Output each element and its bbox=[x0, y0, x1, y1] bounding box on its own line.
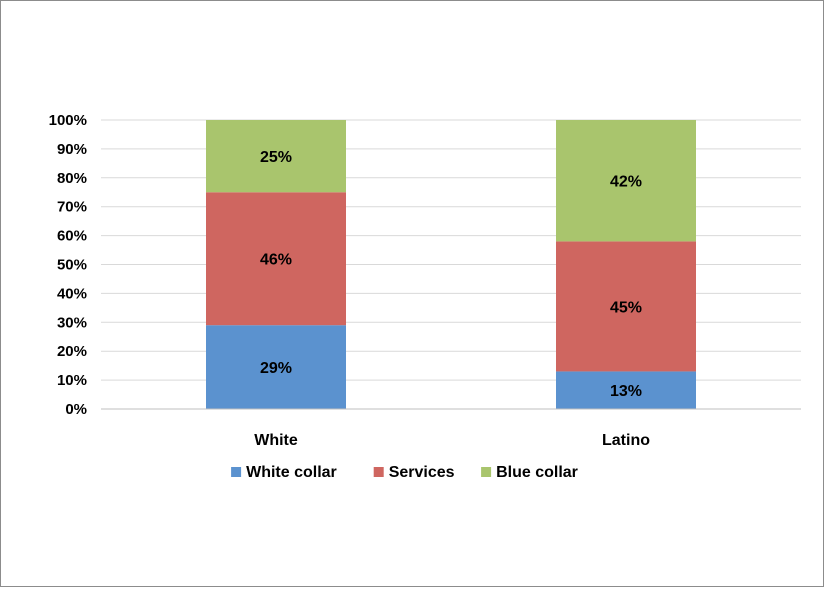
y-tick-label: 70% bbox=[57, 199, 87, 216]
y-tick-label: 60% bbox=[57, 228, 87, 245]
x-axis: White Latino bbox=[101, 408, 801, 449]
bar-segment bbox=[556, 241, 696, 372]
legend-swatch bbox=[231, 467, 242, 477]
legend: White collar Services Blue collar bbox=[231, 464, 578, 481]
x-category-label: White bbox=[254, 432, 298, 449]
bar-segment bbox=[206, 120, 346, 193]
data-label: 42% bbox=[610, 174, 642, 191]
y-axis: 0% 10% 20% 30% 40% 50% 60% 70% 80% 90% 100% bbox=[49, 112, 87, 418]
bar-segment bbox=[206, 192, 346, 326]
y-tick-label: 90% bbox=[57, 141, 87, 158]
y-tick-label: 10% bbox=[57, 372, 87, 389]
y-tick-label: 40% bbox=[57, 285, 87, 302]
legend-swatch bbox=[373, 467, 384, 477]
y-tick-label: 20% bbox=[57, 343, 87, 360]
y-tick-label: 100% bbox=[49, 112, 87, 129]
data-label: 45% bbox=[610, 299, 642, 316]
legend-label: Services bbox=[389, 464, 455, 481]
data-label: 13% bbox=[610, 383, 642, 400]
bar-segment bbox=[556, 120, 696, 242]
legend-label: White collar bbox=[246, 464, 337, 481]
data-label: 46% bbox=[260, 252, 292, 269]
legend-swatch bbox=[481, 467, 492, 477]
data-label: 29% bbox=[260, 360, 292, 377]
y-tick-label: 0% bbox=[65, 401, 87, 418]
x-category-label: Latino bbox=[602, 432, 650, 449]
y-tick-label: 80% bbox=[57, 170, 87, 187]
bars: 29% 46% 25% 13% 45% 42% bbox=[206, 120, 696, 409]
y-tick-label: 50% bbox=[57, 257, 87, 274]
data-label: 25% bbox=[260, 149, 292, 166]
bar-segment bbox=[206, 325, 346, 409]
bar-segment bbox=[556, 371, 696, 409]
y-tick-label: 30% bbox=[57, 314, 87, 331]
legend-label: Blue collar bbox=[496, 464, 578, 481]
